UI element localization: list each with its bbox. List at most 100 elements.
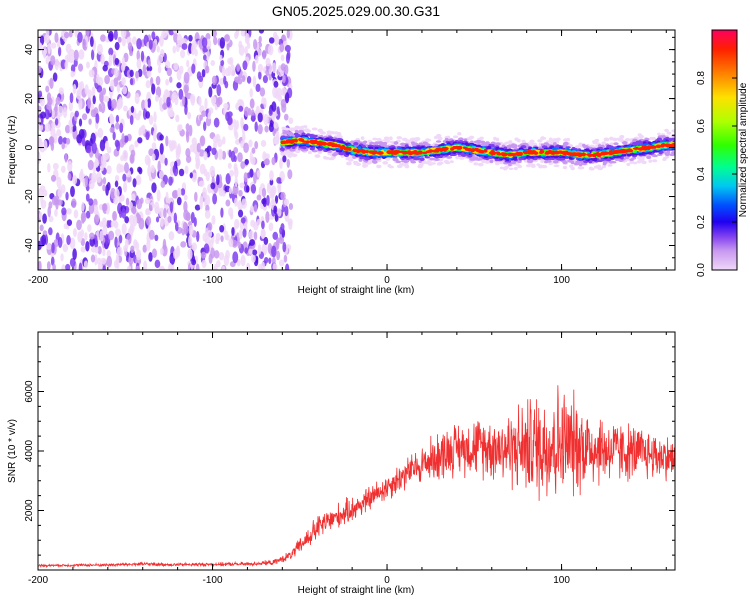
spectrogram-cell: [248, 248, 253, 255]
spectrogram-cell: [265, 68, 270, 77]
spectrogram-cell: [198, 75, 204, 83]
spectrogram-cell: [68, 100, 74, 112]
spectrogram-ridge-cell: [671, 129, 675, 133]
spectrogram-cell: [176, 33, 183, 46]
spectrogram-cell: [213, 117, 220, 128]
spectrogram-cell: [147, 165, 152, 177]
spectrogram-cell: [115, 114, 120, 123]
spectrogram-cell: [222, 136, 226, 145]
spectrogram-cell: [148, 204, 153, 211]
spectrogram-cell: [61, 207, 67, 216]
spectrogram-ridge-cell: [395, 160, 401, 164]
spectrogram-cell: [154, 234, 159, 242]
spectrogram-cell: [272, 86, 278, 98]
spectrogram-cell: [43, 139, 48, 151]
spectrogram-cell: [124, 162, 130, 174]
spectrogram-cell: [69, 257, 76, 268]
spectrogram-ridge-cell: [565, 146, 571, 149]
spectrogram-ridge-cell: [372, 142, 379, 146]
spectrogram-cell: [237, 78, 243, 85]
spectrogram-cell: [130, 223, 135, 233]
spectrogram-cell: [88, 203, 95, 215]
spectrogram-cell: [128, 201, 133, 211]
spectrogram-cell: [169, 142, 174, 152]
spectrogram-ridge-cell: [453, 135, 459, 139]
spectrogram-cell: [255, 54, 259, 64]
spectrogram-cell: [67, 160, 73, 172]
spectrogram-cell: [62, 243, 69, 253]
spectrogram-cell: [251, 254, 256, 263]
spectrogram-cell: [206, 145, 212, 152]
spectrogram-cell: [208, 86, 213, 98]
spectrogram-cell: [162, 238, 167, 251]
spectrogram-ridge-cell: [330, 131, 336, 135]
spectrogram-ridge-cell: [412, 137, 419, 142]
spectrogram-ridge-cell: [537, 139, 543, 143]
spectrogram-cell: [248, 108, 252, 116]
spectrogram-cell: [173, 62, 179, 71]
spectrogram-cell: [94, 246, 99, 254]
spectrogram-ridge-cell: [562, 165, 568, 170]
spectrogram-cell: [67, 172, 72, 181]
spectrogram-cell: [234, 131, 239, 140]
spectrogram-cell: [228, 207, 234, 217]
spectrogram-cell: [252, 75, 257, 88]
spectrogram-cell: [144, 154, 151, 166]
spectrogram-cell: [234, 177, 238, 187]
spectrogram-cell: [189, 93, 196, 104]
spectrogram-cell: [252, 249, 258, 256]
spectrogram-cell: [50, 55, 56, 66]
spectrogram-cell: [131, 193, 136, 201]
spectrogram-cell: [253, 204, 258, 213]
spectrogram-cell: [252, 60, 256, 72]
spectrogram-cell: [238, 44, 245, 56]
spectrogram-cell: [81, 201, 85, 212]
spectrogram-cell: [174, 222, 179, 232]
spectrogram-cell: [220, 59, 225, 67]
spectrogram-cell: [280, 98, 287, 108]
spectrogram-cell: [122, 86, 128, 95]
spectrogram-cell: [236, 63, 241, 72]
spectrogram-cell: [70, 185, 75, 198]
spectrogram-cell: [166, 96, 171, 108]
spectrogram-cell: [205, 65, 210, 74]
spectrogram-cell: [253, 38, 258, 50]
spectrogram-ridge-cell: [393, 141, 399, 145]
spectrogram-cell: [89, 232, 95, 240]
spectrogram-ridge-cell: [608, 160, 614, 164]
spectrogram-ridge-cell: [567, 159, 571, 163]
spectrogram-cell: [172, 45, 177, 54]
spectrogram-ridge-cell: [446, 155, 453, 159]
spectrogram-cell: [51, 109, 55, 119]
spectrogram-cell: [176, 82, 182, 89]
spectrogram-ridge-cell: [517, 164, 523, 169]
spectrogram-cell: [246, 172, 251, 179]
spectrogram-ridge-cell: [666, 131, 672, 135]
spectrogram-cell: [134, 241, 140, 252]
spectrogram-ridge-cell: [381, 143, 388, 148]
spectrogram-cell: [233, 163, 238, 172]
spectrogram-cell: [142, 244, 147, 253]
spectrogram-cell: [104, 74, 110, 85]
spectrogram-ridge-cell: [470, 140, 474, 144]
spectrogram-cell: [280, 54, 285, 62]
spectrogram-cell: [80, 211, 87, 223]
spectrogram-cell: [188, 235, 193, 247]
spectrogram-cell: [117, 202, 123, 215]
spectrogram-ridge-cell: [517, 160, 522, 164]
spectrogram-cell: [114, 180, 119, 188]
spectrogram-cell: [64, 31, 70, 39]
spectrogram-cell: [254, 141, 259, 150]
spectrogram-cell: [173, 212, 178, 224]
spectrogram-cell: [61, 264, 66, 270]
spectrogram-ridge-cell: [613, 142, 619, 146]
spectrogram-cell: [54, 32, 59, 43]
spectrogram-cell: [76, 90, 82, 100]
spectrogram-cell: [114, 67, 119, 78]
spectrogram-cell: [157, 65, 162, 74]
spectrogram-cell: [41, 234, 47, 247]
spectrogram-cell: [210, 60, 216, 67]
spectrogram-ridge-cell: [516, 138, 521, 143]
spectrogram-cell: [160, 217, 164, 227]
spectrogram-cell: [251, 147, 256, 154]
